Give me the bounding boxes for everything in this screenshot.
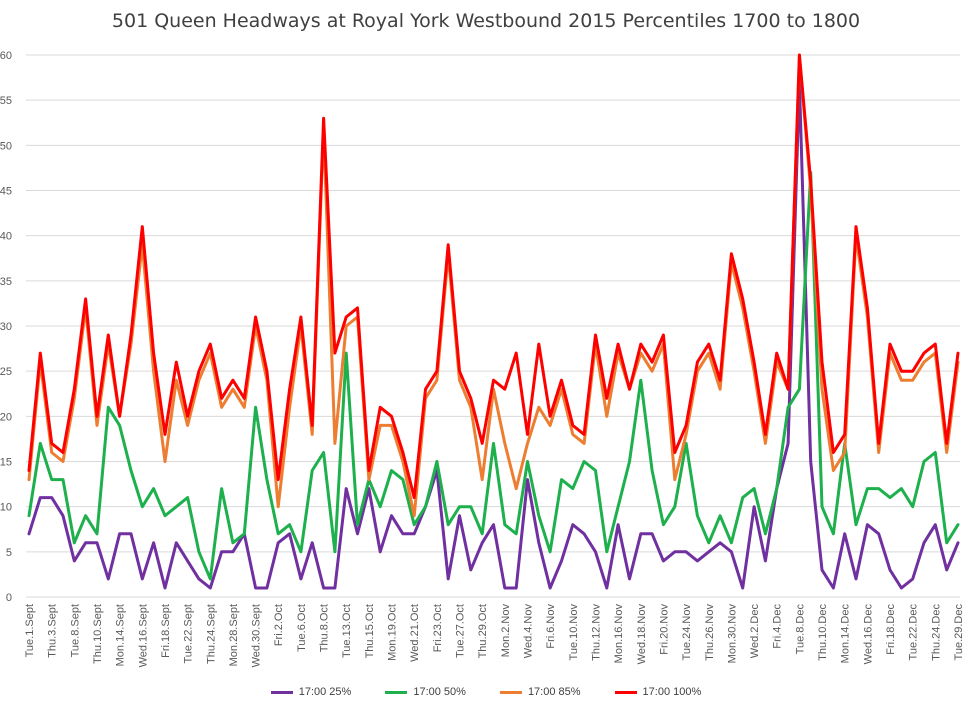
x-tick-label: Tue.8.Sept (69, 604, 81, 657)
x-tick-label: Thu.10.Sept (92, 604, 104, 664)
x-tick-label: Mon.2.Nov (500, 604, 512, 658)
x-tick-label: Tue.22.Sept (183, 604, 195, 664)
x-tick-label: Mon.19.Oct (387, 604, 399, 661)
x-tick-label: Wed.4.Nov (522, 604, 534, 659)
y-tick-label: 45 (0, 186, 12, 198)
chart-title: 501 Queen Headways at Royal York Westbou… (111, 10, 861, 32)
x-tick-label: Mon.14.Sept (115, 604, 127, 666)
x-tick-label: Tue.22.Dec (908, 604, 920, 661)
x-tick-label: Tue.1.Sept (24, 604, 36, 657)
y-tick-label: 40 (0, 231, 12, 243)
x-tick-label: Mon.30.Nov (726, 604, 738, 664)
x-tick-label: Thu.12.Nov (590, 604, 602, 661)
x-tick-label: Thu.24.Sept (205, 604, 217, 664)
x-tick-label: Thu.15.Oct (364, 604, 376, 658)
legend-item: 17:00 25% (270, 686, 352, 698)
x-tick-label: Fri.4.Dec (772, 604, 784, 649)
y-tick-label: 50 (0, 140, 12, 152)
x-tick-label: Tue.13.Oct (341, 604, 353, 658)
x-tick-label: Thu.24.Dec (930, 604, 942, 661)
y-tick-label: 5 (6, 547, 12, 559)
x-tick-label: Fri.18.Sept (160, 604, 172, 658)
x-tick-label: Tue.6.Oct (296, 604, 308, 652)
legend-label: 17:00 85% (527, 686, 581, 698)
legend-label: 17:00 25% (298, 686, 352, 698)
y-tick-label: 60 (0, 50, 12, 62)
legend-label: 17:00 100% (642, 686, 702, 698)
legend-swatch (385, 690, 408, 694)
y-tick-label: 25 (0, 366, 12, 378)
series-line-1 (27, 170, 960, 581)
y-tick-label: 0 (6, 592, 12, 604)
x-tick-label: Tue.24.Nov (681, 604, 693, 661)
legend-item: 17:00 100% (614, 686, 702, 698)
x-tick-label: Fri.18.Dec (885, 604, 897, 655)
x-tick-label: Thu.29.Oct (477, 604, 489, 658)
legend-label: 17:00 50% (413, 686, 466, 698)
x-tick-label: Thu.10.Dec (817, 604, 829, 661)
legend-item: 17:00 85% (499, 686, 581, 698)
x-tick-label: Wed.30.Sept (251, 604, 263, 667)
legend-swatch (270, 690, 293, 694)
x-tick-label: Tue.10.Nov (568, 604, 580, 661)
x-tick-label: Fri.23.Oct (432, 604, 444, 652)
x-tick-label: Thu.8.Oct (319, 604, 331, 652)
x-tick-label: Fri.6.Nov (545, 604, 557, 649)
y-tick-label: 55 (0, 95, 12, 107)
x-tick-label: Mon.28.Sept (228, 604, 240, 666)
x-tick-label: Tue.27.Oct (455, 604, 467, 658)
x-tick-label: Fri.2.Oct (273, 604, 285, 646)
x-tick-label: Tue.29.Dec (953, 604, 965, 661)
x-tick-label: Thu.3.Sept (47, 604, 59, 658)
x-tick-label: Wed.16.Dec (862, 604, 874, 665)
series-line-3 (27, 53, 960, 500)
legend-item: 17:00 50% (385, 686, 466, 698)
y-tick-label: 10 (0, 502, 12, 514)
x-tick-label: Tue.8.Dec (794, 604, 806, 655)
x-tick-label: Fri.20.Nov (658, 604, 670, 655)
y-tick-label: 30 (0, 321, 12, 333)
chart-legend: 17:00 25% 17:00 50% 17:00 85% 17:00 100% (0, 686, 972, 698)
y-tick-label: 20 (0, 411, 12, 423)
x-tick-label: Thu.26.Nov (704, 604, 716, 661)
legend-swatch (614, 690, 637, 694)
x-tick-label: Mon.14.Dec (840, 604, 852, 664)
y-tick-label: 35 (0, 276, 12, 288)
series-line-0 (27, 80, 960, 590)
x-tick-label: Wed.21.Oct (409, 604, 421, 662)
y-tick-label: 15 (0, 457, 12, 469)
x-tick-label: Wed.16.Sept (137, 604, 149, 667)
x-tick-label: Wed.18.Nov (636, 604, 648, 665)
x-tick-label: Mon.16.Nov (613, 604, 625, 664)
x-tick-label: Wed.2.Dec (749, 604, 761, 659)
legend-swatch (499, 690, 522, 694)
